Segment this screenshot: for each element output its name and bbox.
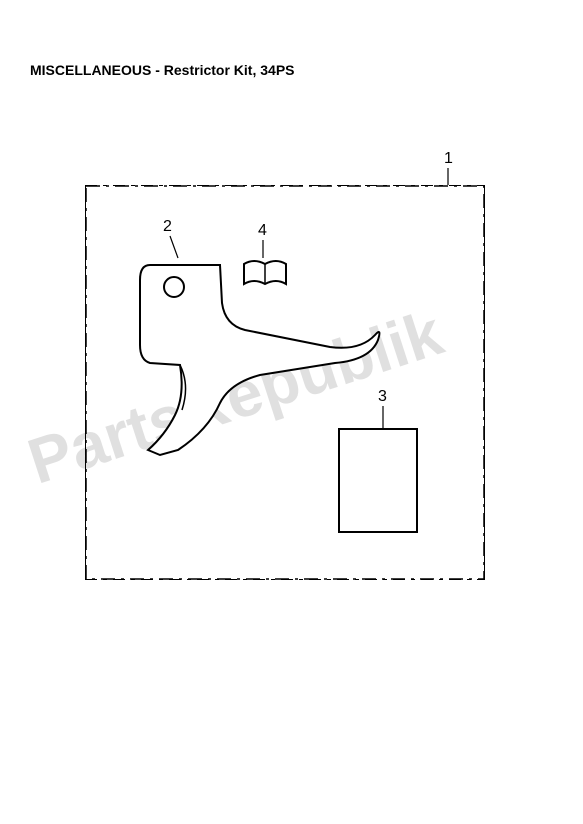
leader-1 xyxy=(440,166,460,188)
sheet-part xyxy=(338,428,418,533)
booklet-part xyxy=(242,258,288,290)
page-title: MISCELLANEOUS - Restrictor Kit, 34PS xyxy=(30,62,295,78)
